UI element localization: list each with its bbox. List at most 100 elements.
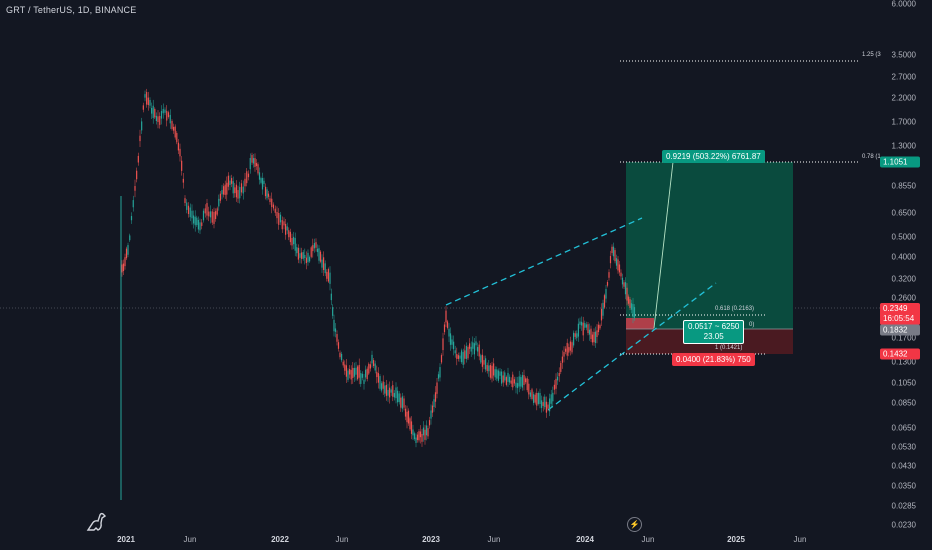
candle-body	[337, 342, 340, 349]
candle-body	[574, 333, 576, 337]
candle-body	[431, 405, 434, 413]
candle-body	[397, 390, 399, 403]
candle-body	[588, 329, 591, 335]
candle-body	[481, 354, 483, 367]
candle-body	[357, 366, 359, 380]
price-tick-label: 0.0430	[891, 461, 916, 471]
candle-body	[539, 392, 541, 404]
candle-body	[437, 374, 440, 379]
candle-body	[134, 186, 136, 191]
candle-body	[584, 322, 586, 328]
candle-body	[624, 282, 627, 295]
dinosaur-icon[interactable]	[86, 512, 108, 532]
candle-body	[472, 342, 474, 349]
candle-body	[566, 342, 568, 356]
candle-body	[127, 245, 129, 255]
candle-body	[603, 295, 606, 308]
candle-body	[415, 437, 417, 443]
candle-body	[428, 420, 431, 426]
candle-body	[513, 379, 515, 384]
position-center-label[interactable]: 0.0517 ~ 6250 23.05	[683, 320, 745, 344]
candle-body	[612, 246, 615, 257]
candle-body	[137, 155, 139, 163]
candle-body	[194, 216, 196, 226]
candle-body	[473, 343, 475, 355]
candle-body	[339, 352, 341, 358]
candle-body	[197, 219, 199, 230]
candle-body	[299, 253, 301, 258]
target-label[interactable]: 0.9219 (503.22%) 6761.87	[662, 150, 765, 163]
candle-body	[553, 384, 555, 390]
symbol-title[interactable]: GRT / TetherUS, 1D, BINANCE	[6, 5, 137, 15]
candle-body	[155, 115, 157, 121]
candle-body	[304, 254, 306, 259]
time-tick-label: 2025	[727, 535, 745, 544]
candle-body	[523, 375, 525, 386]
candle-body	[475, 341, 477, 346]
candle-body	[281, 220, 283, 230]
candle-body	[266, 189, 268, 199]
candle-body	[623, 282, 625, 287]
stop-price-badge: 0.1432	[880, 348, 920, 360]
candle-body	[294, 238, 296, 251]
candle-body	[504, 372, 506, 381]
channel-upper[interactable]	[445, 217, 643, 306]
candle-body	[561, 356, 563, 363]
candle-body	[488, 365, 490, 372]
candle-body	[157, 116, 159, 122]
stop-label[interactable]: 0.0400 (21.83%) 750	[672, 353, 755, 366]
candle-body	[329, 272, 331, 284]
candle-body	[422, 427, 425, 436]
candle-body	[529, 392, 531, 397]
candle-body	[184, 198, 186, 204]
candle-body	[382, 381, 384, 389]
candle-body	[121, 264, 123, 273]
candle-body	[132, 200, 134, 208]
candle-body	[591, 334, 594, 343]
profit-zone[interactable]	[626, 162, 793, 329]
candle-body	[289, 231, 291, 243]
candle-body	[440, 355, 443, 363]
candle-body	[231, 178, 233, 184]
candle-body	[237, 190, 239, 199]
current-price: 0.2349	[883, 304, 908, 313]
candle-body	[410, 421, 413, 434]
candle-body	[269, 198, 271, 202]
candle-body	[507, 372, 509, 382]
time-tick-label: 2021	[117, 535, 135, 544]
candle-body	[327, 269, 329, 282]
candle-body	[215, 211, 217, 219]
candle-body	[515, 382, 517, 388]
candle-body	[342, 361, 344, 366]
candle-body	[577, 323, 579, 337]
price-tick-label: 0.0285	[891, 501, 916, 511]
price-tick-label: 0.0350	[891, 481, 916, 491]
candle-body	[448, 328, 450, 337]
candle-body	[209, 211, 212, 218]
candle-body	[379, 376, 381, 389]
fib-label-0618-tail: 0)	[749, 322, 755, 328]
channel-lower[interactable]	[547, 282, 717, 411]
lightning-icon[interactable]: ⚡	[627, 517, 642, 532]
candle-body	[352, 367, 354, 379]
candle-body	[152, 105, 154, 118]
price-tick-label: 0.1300	[891, 357, 916, 367]
time-tick-label: 2022	[271, 535, 289, 544]
candle-body	[587, 324, 589, 334]
candle-body	[547, 404, 549, 409]
candle-body	[534, 394, 536, 403]
candle-body	[470, 346, 472, 352]
candle-body	[186, 202, 188, 210]
candle-body	[366, 368, 368, 380]
candle-body	[141, 121, 143, 131]
candle-body	[174, 126, 176, 138]
candle-body	[377, 373, 379, 383]
candle-body	[521, 375, 523, 388]
candle-body	[461, 350, 463, 363]
candle-body	[247, 173, 250, 178]
candle-body	[445, 310, 447, 323]
candle-body	[213, 212, 215, 224]
center-line-1: 0.0517 ~ 6250	[688, 322, 740, 331]
candle-body	[531, 389, 533, 400]
